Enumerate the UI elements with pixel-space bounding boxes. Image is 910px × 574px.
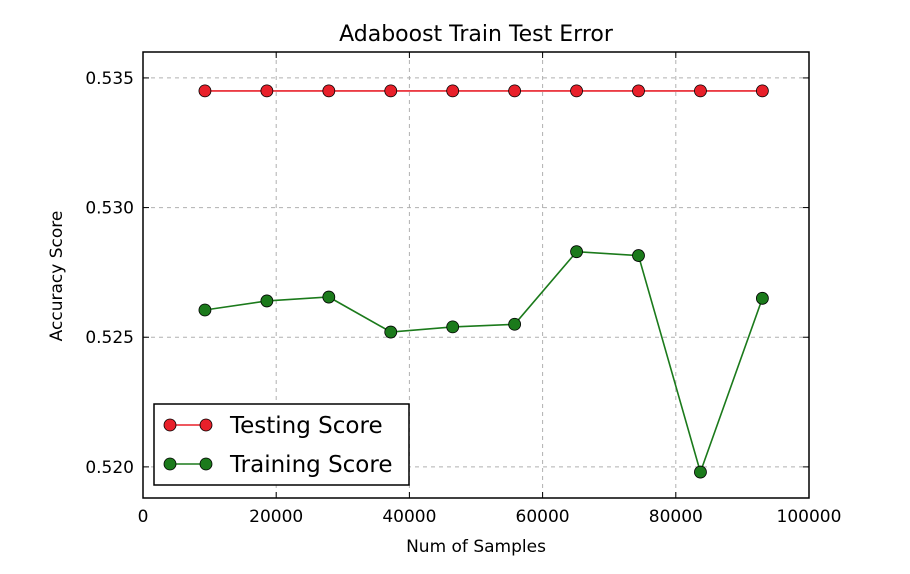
testing-score-series bbox=[198, 84, 769, 98]
training-score-point bbox=[384, 325, 398, 339]
training-score-point bbox=[570, 245, 583, 259]
legend-marker bbox=[199, 457, 213, 471]
training-score-point bbox=[446, 320, 460, 334]
training-score-point bbox=[755, 291, 769, 305]
testing-score-point bbox=[384, 84, 398, 98]
x-tick-label: 80000 bbox=[649, 507, 703, 527]
chart-title: Adaboost Train Test Error bbox=[339, 22, 614, 47]
axis-ticks: 0 20000 40000 60000 80000 100000 0.520 0.525 0.5… bbox=[85, 52, 841, 527]
data-series bbox=[198, 84, 769, 479]
training-score-point bbox=[694, 465, 707, 479]
testing-score-point bbox=[570, 84, 583, 98]
legend-label: Training Score bbox=[229, 452, 392, 478]
testing-score-point bbox=[508, 84, 522, 98]
y-tick-label: 0.530 bbox=[85, 199, 134, 219]
testing-score-point bbox=[198, 84, 212, 98]
plot-area-frame bbox=[142, 51, 810, 499]
training-score-point bbox=[260, 294, 274, 308]
y-tick-label: 0.520 bbox=[85, 458, 134, 478]
x-tick-label: 60000 bbox=[516, 507, 570, 527]
legend-item-testing-score: Testing Score bbox=[163, 413, 383, 439]
training-score-point bbox=[322, 290, 336, 304]
x-tick-label: 20000 bbox=[249, 507, 303, 527]
training-score-point bbox=[632, 249, 645, 262]
legend-marker bbox=[163, 457, 177, 471]
legend-marker bbox=[163, 418, 177, 432]
x-tick-label: 40000 bbox=[382, 507, 436, 527]
training-score-point bbox=[508, 317, 522, 331]
legend-box bbox=[153, 403, 410, 486]
legend-item-training-score: Training Score bbox=[163, 452, 392, 478]
x-tick-label: 0 bbox=[138, 507, 149, 527]
testing-score-point bbox=[755, 84, 769, 98]
training-score-series bbox=[198, 245, 769, 479]
training-score-point bbox=[198, 303, 212, 317]
testing-score-point bbox=[322, 84, 336, 98]
legend: Testing Score Training Score bbox=[153, 403, 410, 486]
testing-score-point bbox=[446, 84, 460, 98]
testing-score-point bbox=[694, 84, 707, 98]
x-tick-label: 100000 bbox=[777, 507, 842, 527]
y-tick-label: 0.525 bbox=[85, 328, 134, 348]
training-score-line bbox=[204, 250, 764, 475]
legend-label: Testing Score bbox=[229, 413, 383, 439]
legend-marker bbox=[199, 418, 213, 432]
testing-score-point bbox=[632, 84, 645, 98]
testing-score-point bbox=[260, 84, 274, 98]
x-axis-label: Num of Samples bbox=[406, 537, 546, 557]
y-axis-label: Accuracy Score bbox=[47, 211, 67, 342]
y-tick-label: 0.535 bbox=[85, 69, 134, 89]
